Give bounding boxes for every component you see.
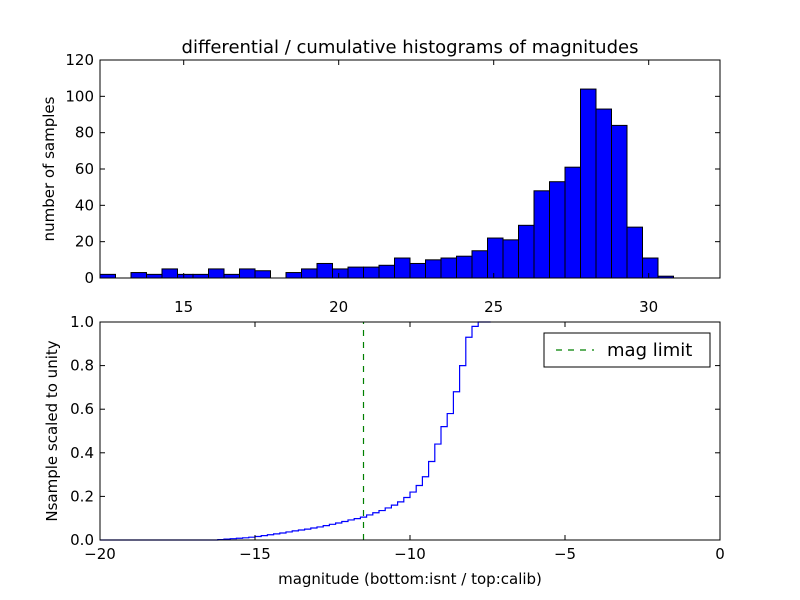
- x-tick-label: −10: [394, 545, 426, 563]
- histogram-bar: [99, 273, 116, 279]
- x-tick-label: 30: [639, 298, 658, 316]
- histogram-bar: [254, 270, 271, 279]
- top-chart-title: differential / cumulative histograms of …: [182, 37, 639, 58]
- y-tick-label: 0.8: [70, 357, 94, 375]
- histogram-bar: [595, 108, 612, 279]
- bottom-chart-xlabel: magnitude (bottom:isnt / top:calib): [278, 570, 542, 588]
- y-tick-label: 0.6: [70, 400, 94, 418]
- y-tick-label: 120: [65, 51, 94, 69]
- histogram-bar: [502, 239, 519, 279]
- y-tick-label: 1.0: [70, 313, 94, 331]
- bottom-cumulative-chart: magnitude (bottom:isnt / top:calib) Nsam…: [43, 313, 725, 588]
- x-tick-label: −20: [84, 545, 116, 563]
- histogram-bar: [301, 268, 318, 279]
- cumulative-step-line: [100, 321, 491, 541]
- y-tick-label: 0.4: [70, 444, 94, 462]
- x-tick-label: 25: [484, 298, 503, 316]
- bottom-axis-ticks: 0.0 0.2 0.4 0.6 0.8 1.0 −20 −15 −10 −5 0: [70, 313, 725, 563]
- histogram-bar: [146, 273, 163, 279]
- x-tick-label: −15: [239, 545, 271, 563]
- y-tick-label: 0.0: [70, 531, 94, 549]
- histogram-bar: [208, 268, 225, 279]
- histogram-bar: [425, 259, 442, 279]
- histogram-bar: [487, 237, 504, 279]
- histogram-bar: [223, 273, 240, 279]
- histogram-bar: [409, 262, 426, 279]
- histogram-bar: [239, 268, 256, 279]
- y-tick-label: 0.2: [70, 487, 94, 505]
- y-tick-label: 20: [75, 233, 94, 251]
- histogram-bar: [378, 264, 395, 279]
- histogram-bar: [177, 273, 194, 279]
- histogram-bar: [332, 268, 349, 279]
- legend-mag-limit-label: mag limit: [607, 340, 692, 361]
- x-tick-label: 15: [174, 298, 193, 316]
- histogram-bar: [611, 124, 628, 279]
- histogram-bar: [564, 166, 581, 279]
- histogram-bar: [192, 273, 209, 279]
- top-chart-ylabel: number of samples: [40, 96, 58, 241]
- histogram-bar: [533, 190, 550, 279]
- histogram-bar: [394, 257, 411, 279]
- histogram-bar: [626, 226, 643, 279]
- histogram-bar: [471, 250, 488, 279]
- histogram-bar: [161, 268, 178, 279]
- histogram-bar: [285, 272, 302, 279]
- histogram-bar: [130, 272, 147, 279]
- y-tick-label: 0: [84, 269, 94, 287]
- histogram-bar: [456, 255, 473, 279]
- bottom-plot-frame: [99, 321, 721, 541]
- x-tick-label: 0: [715, 545, 725, 563]
- histogram-bar: [642, 257, 659, 279]
- top-histogram-bars: [99, 88, 674, 279]
- y-tick-label: 100: [65, 87, 94, 105]
- top-plot-frame: [99, 59, 721, 279]
- y-tick-label: 40: [75, 196, 94, 214]
- y-tick-label: 60: [75, 160, 94, 178]
- bottom-series-lines: [100, 321, 491, 541]
- histogram-bar: [347, 266, 364, 279]
- x-tick-label: 20: [329, 298, 348, 316]
- legend: mag limit: [543, 332, 711, 368]
- x-tick-label: −5: [554, 545, 576, 563]
- histogram-bar: [440, 257, 457, 279]
- histogram-bar: [316, 262, 333, 279]
- histogram-bar: [518, 224, 535, 279]
- y-tick-label: 80: [75, 124, 94, 142]
- histogram-bar: [580, 88, 597, 279]
- histogram-bar: [549, 181, 566, 279]
- histogram-bar: [363, 266, 380, 279]
- bottom-chart-ylabel: Nsample scaled to unity: [43, 340, 61, 521]
- top-histogram-chart: differential / cumulative histograms of …: [40, 37, 721, 316]
